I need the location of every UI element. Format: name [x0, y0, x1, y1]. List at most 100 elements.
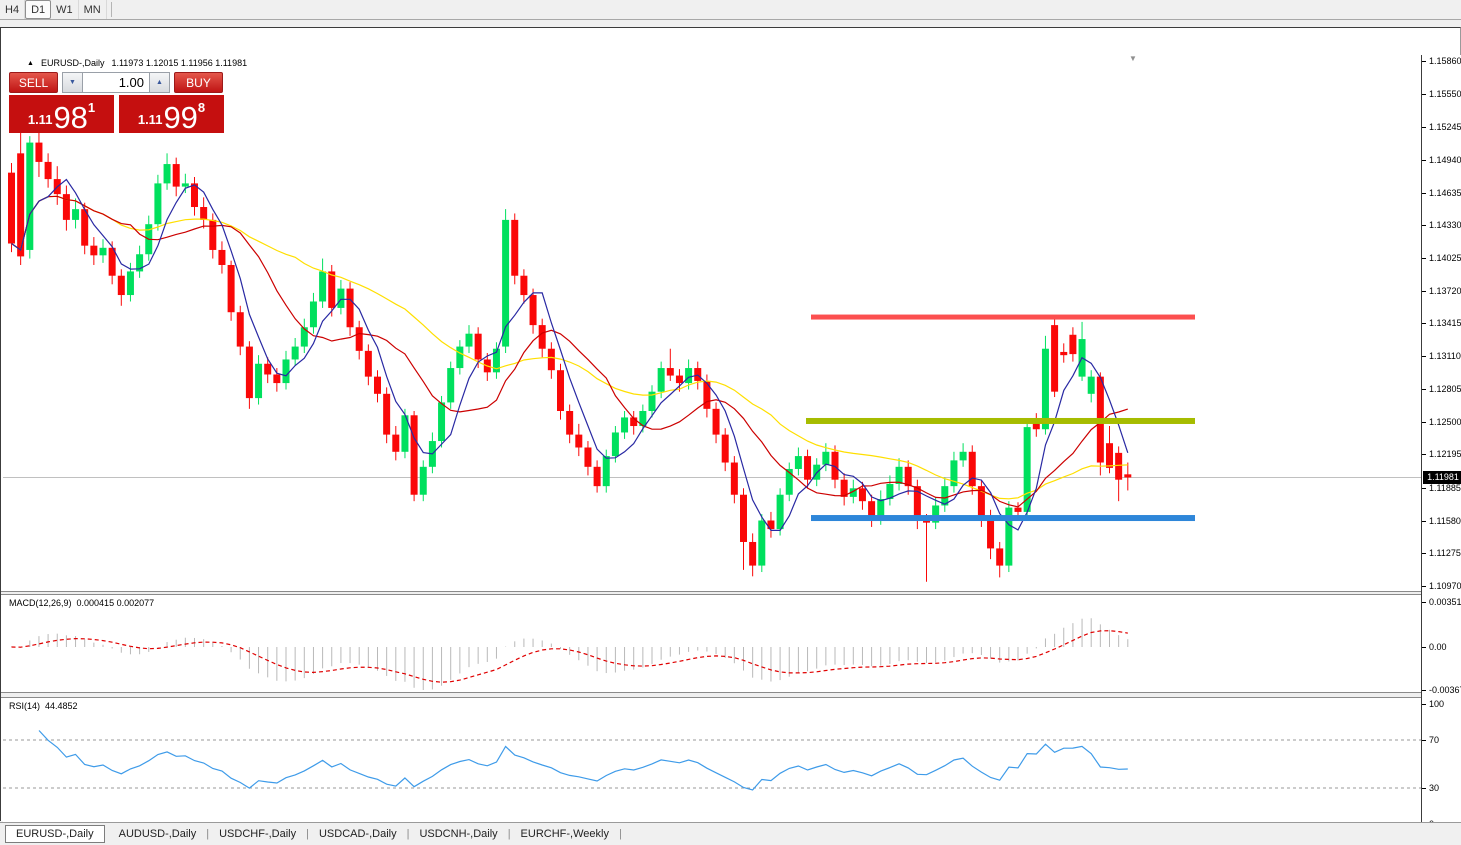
price-tick-label: 1.11580 [1429, 515, 1461, 526]
symbol-label: EURUSD-,Daily [40, 58, 105, 68]
macd-tick-label: 0.003518 [1429, 597, 1461, 607]
buy-button[interactable]: BUY [174, 72, 223, 93]
axis-tick [1422, 61, 1426, 62]
axis-tick [1422, 258, 1426, 259]
symbol-tab-bar: EURUSD-,Daily AUDUSD-,Daily | USDCHF-,Daily… [0, 822, 1461, 845]
buy-price-pip: 8 [197, 100, 206, 115]
price-tick-label: 1.14940 [1429, 154, 1461, 165]
sell-button[interactable]: SELL [9, 72, 58, 93]
price-tick-label: 1.13720 [1429, 285, 1461, 296]
macd-tick-label: 0.00 [1429, 642, 1447, 652]
scroll-position-marker-icon[interactable]: ▼ [1129, 55, 1137, 63]
axis-tick [1422, 553, 1426, 555]
axis-tick [1422, 454, 1426, 456]
macd-label: MACD(12,26,9) 0.000415 0.002077 [9, 598, 154, 608]
buy-price-big: 99 [163, 99, 198, 135]
price-tick-label: 1.12805 [1429, 383, 1461, 394]
macd-indicator-panel[interactable]: MACD(12,26,9) 0.000415 0.002077 [3, 595, 1421, 692]
axis-tick [1422, 585, 1426, 587]
price-axis: 1.15860 1.15550 1.15245 1.14940 1.14635 1.143… [1421, 55, 1461, 845]
chart-window: ▲ EURUSD-,Daily 1.11973 1.12015 1.11956 … [0, 27, 1461, 845]
lot-increase-button[interactable]: ▲ [149, 72, 170, 93]
one-click-trade-panel: SELL ▼ ▲ BUY 1.11 98 1 [9, 72, 225, 133]
toolbar-separator [110, 2, 112, 17]
tab-USDCAD-,Daily[interactable]: USDCAD-,Daily [318, 828, 397, 840]
window-gap [0, 21, 1461, 27]
axis-tick [1422, 356, 1426, 358]
axis-tick [1422, 94, 1426, 96]
rsi-indicator-panel[interactable]: RSI(14) 44.4852 [3, 698, 1421, 826]
spin-down-icon: ▼ [69, 79, 76, 86]
tab-separator: | [618, 828, 622, 840]
price-tick-label: 1.11885 [1429, 482, 1461, 493]
candlestick-chart[interactable] [3, 55, 1421, 591]
price-tick-label: 1.10970 [1429, 580, 1461, 591]
axis-tick [1422, 520, 1426, 522]
ohlc-values: 1.11973 1.12015 1.11956 1.11981 [111, 58, 248, 68]
price-tick-label: 1.15245 [1429, 122, 1461, 133]
rsi-value: 44.4852 [45, 701, 78, 711]
tab-EURUSD-,Daily[interactable]: EURUSD-,Daily [5, 825, 105, 843]
timeframe-button-w1[interactable]: W1 [51, 0, 79, 19]
panel-splitter[interactable] [1, 591, 1421, 595]
axis-tick [1422, 704, 1426, 705]
macd-chart[interactable] [3, 595, 1421, 692]
macd-tick-label: -0.00367 [1429, 685, 1461, 695]
axis-tick [1422, 127, 1426, 129]
rsi-chart[interactable] [3, 698, 1421, 826]
axis-tick [1422, 290, 1426, 292]
tab-separator: | [406, 828, 410, 840]
axis-tick [1422, 602, 1426, 603]
axis-tick [1422, 323, 1426, 325]
panel-splitter[interactable] [1, 692, 1421, 698]
rsi-name: RSI(14) [9, 701, 41, 711]
tab-separator: | [206, 828, 210, 840]
buy-price-prefix: 1.11 [137, 112, 163, 127]
sell-quote[interactable]: 1.11 98 1 [9, 95, 114, 133]
price-tick-label: 1.15550 [1429, 89, 1461, 100]
axis-tick [1422, 487, 1426, 489]
price-tick-label: 1.14330 [1429, 220, 1461, 231]
axis-tick [1422, 421, 1426, 423]
timeframe-toolbar: H4 D1 W1 MN [0, 0, 1461, 20]
axis-tick [1422, 647, 1426, 648]
rsi-tick-label: 100 [1429, 699, 1445, 709]
price-tick-label: 1.14635 [1429, 187, 1461, 198]
current-price-tag: 1.11981 [1423, 471, 1461, 485]
lot-size-input[interactable] [83, 72, 149, 93]
timeframe-button-mn[interactable]: MN [79, 0, 107, 19]
lot-decrease-button[interactable]: ▼ [62, 72, 83, 93]
axis-tick [1422, 690, 1426, 691]
axis-tick [1422, 740, 1426, 741]
axis-tick [1422, 388, 1426, 390]
timeframe-buttons: H4 D1 W1 MN [0, 0, 107, 19]
price-tick-label: 1.11275 [1429, 548, 1461, 559]
chart-title: ▲ EURUSD-,Daily 1.11973 1.12015 1.11956 … [27, 58, 247, 68]
tab-separator: | [306, 828, 309, 840]
price-tick-label: 1.12195 [1429, 449, 1461, 460]
axis-tick [1422, 159, 1426, 161]
sell-price-big: 98 [53, 99, 88, 135]
collapse-arrow-icon[interactable]: ▲ [27, 59, 34, 67]
timeframe-button-d1[interactable]: D1 [25, 0, 52, 19]
sell-price-prefix: 1.11 [27, 112, 53, 127]
rsi-tick-label: 30 [1429, 783, 1440, 793]
tab-AUDUSD-,Daily[interactable]: AUDUSD-,Daily [118, 828, 197, 840]
sell-price-pip: 1 [87, 100, 96, 115]
tab-EURCHF-,Weekly[interactable]: EURCHF-,Weekly [520, 828, 609, 840]
price-chart-panel[interactable]: ▲ EURUSD-,Daily 1.11973 1.12015 1.11956 … [3, 55, 1421, 591]
timeframe-button-h4[interactable]: H4 [0, 0, 26, 19]
tab-USDCHF-,Daily[interactable]: USDCHF-,Daily [219, 828, 297, 840]
rsi-tick-label: 70 [1429, 735, 1440, 745]
price-tick-label: 1.13110 [1429, 351, 1461, 362]
tab-separator: | [507, 828, 511, 840]
tab-USDCNH-,Daily[interactable]: USDCNH-,Daily [419, 828, 498, 840]
price-tick-label: 1.14025 [1429, 253, 1461, 263]
axis-tick [1422, 192, 1426, 194]
axis-tick [1422, 788, 1426, 789]
rsi-label: RSI(14) 44.4852 [9, 701, 78, 711]
buy-quote[interactable]: 1.11 99 8 [119, 95, 224, 133]
price-tick-label: 1.13415 [1429, 318, 1461, 329]
price-tick-label: 1.12500 [1429, 416, 1461, 427]
